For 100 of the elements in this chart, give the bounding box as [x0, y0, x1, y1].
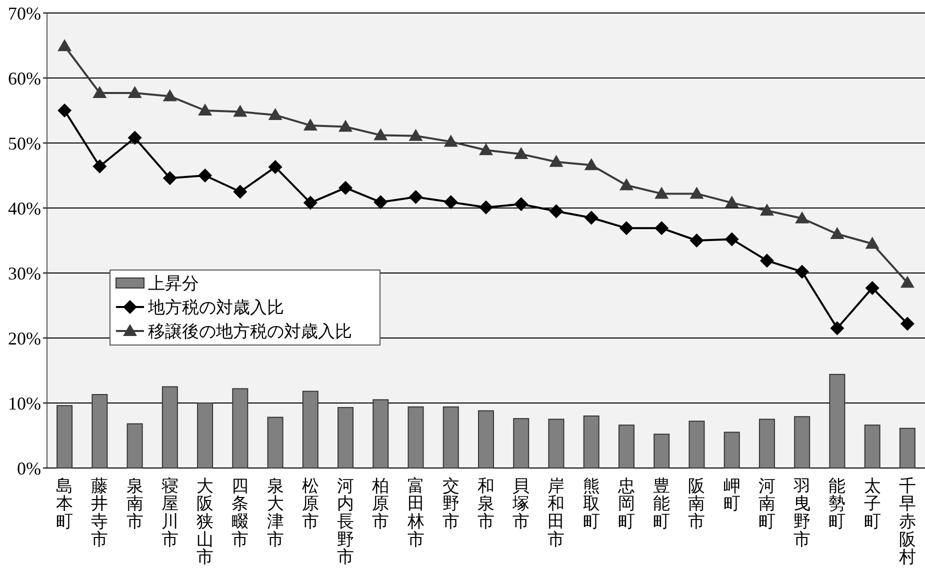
- legend-label: 移譲後の地方税の対歳入比: [148, 322, 352, 341]
- x-tick-label: 富田林市: [406, 476, 424, 549]
- bar: [758, 418, 775, 468]
- x-tick-label: 四条畷市: [232, 476, 249, 549]
- point: [338, 180, 353, 195]
- bar: [267, 416, 284, 468]
- bar: [56, 405, 73, 468]
- bar: [513, 418, 530, 468]
- y-tick-label: 40%: [8, 198, 41, 218]
- x-tick-label: 岸和田市: [548, 476, 565, 549]
- point: [444, 134, 458, 147]
- x-tick-label: 能勢町: [828, 476, 846, 531]
- point: [865, 236, 880, 249]
- point: [58, 104, 72, 118]
- x-tick-label: 寝屋川市: [161, 476, 178, 549]
- point: [584, 158, 598, 170]
- point: [900, 316, 914, 331]
- y-tick-label: 60%: [8, 68, 41, 88]
- point: [268, 160, 282, 174]
- bar: [478, 410, 494, 468]
- point: [92, 159, 107, 174]
- point: [338, 120, 353, 132]
- point: [408, 128, 423, 141]
- bar: [92, 394, 108, 468]
- point: [865, 280, 880, 295]
- x-tick-label: 熊取町: [582, 476, 600, 531]
- bar: [302, 390, 318, 468]
- x-tick-label: 河内長野市: [337, 476, 354, 567]
- bar: [197, 402, 214, 468]
- x-tick-label: 泉南市: [126, 476, 144, 531]
- y-tick-label: 0%: [17, 458, 41, 478]
- point: [654, 186, 669, 199]
- x-tick-label: 豊能町: [653, 476, 670, 531]
- point: [162, 89, 177, 102]
- bar: [548, 418, 564, 468]
- point: [268, 108, 282, 120]
- x-tick-label: 忠岡町: [616, 476, 635, 531]
- x-tick-label: 松原市: [302, 476, 319, 531]
- bar: [442, 406, 459, 468]
- bar: [724, 432, 740, 468]
- x-tick-label: 和泉市: [478, 476, 494, 531]
- bar: [899, 428, 916, 468]
- point: [690, 234, 704, 248]
- bar: [654, 434, 670, 468]
- point: [830, 227, 844, 239]
- point: [233, 184, 248, 199]
- x-tick-label: 柏原市: [371, 476, 390, 531]
- point: [198, 168, 212, 182]
- point: [128, 86, 142, 98]
- bar: [162, 386, 178, 468]
- point: [619, 178, 634, 190]
- x-tick-label: 大阪狭山市: [196, 476, 214, 567]
- bar: [864, 424, 880, 468]
- point: [374, 195, 388, 210]
- x-tick-label: 太子町: [864, 476, 881, 531]
- bar: [408, 406, 424, 468]
- point: [654, 221, 669, 236]
- bar: [794, 416, 810, 468]
- bar: [232, 388, 248, 468]
- y-tick-label: 20%: [8, 328, 41, 348]
- point: [795, 211, 810, 224]
- x-tick-label: 阪南市: [688, 476, 706, 531]
- bar: [829, 374, 846, 468]
- y-tick-label: 50%: [8, 133, 41, 154]
- x-tick-label: 貝塚市: [512, 476, 530, 531]
- bar: [372, 399, 389, 468]
- bar: [338, 407, 354, 468]
- point: [900, 276, 914, 288]
- point: [198, 104, 212, 116]
- point: [724, 232, 739, 246]
- bar: [583, 416, 600, 468]
- x-tick-label: 藤井寺市: [91, 476, 108, 549]
- point: [303, 118, 318, 130]
- point: [444, 195, 458, 210]
- bar: [688, 420, 705, 468]
- point: [549, 204, 564, 218]
- point: [374, 128, 388, 140]
- x-tick-label: 泉大津市: [266, 476, 284, 549]
- x-tick-label: 河南町: [758, 476, 776, 531]
- point: [724, 196, 739, 208]
- point: [408, 190, 423, 204]
- point: [92, 86, 107, 98]
- point: [549, 154, 564, 167]
- y-tick-label: 10%: [8, 393, 41, 414]
- point: [233, 104, 248, 117]
- point: [760, 254, 774, 268]
- point: [479, 200, 493, 214]
- point: [690, 186, 704, 199]
- point: [303, 196, 318, 210]
- bar: [618, 424, 634, 468]
- x-tick-label: 島本町: [56, 476, 74, 531]
- point: [162, 171, 177, 186]
- point: [58, 39, 72, 52]
- point: [514, 147, 528, 160]
- point: [830, 321, 844, 336]
- point: [479, 143, 493, 156]
- point: [514, 197, 528, 212]
- point: [619, 221, 634, 236]
- y-tick-label: 30%: [8, 263, 41, 284]
- bar: [126, 423, 143, 468]
